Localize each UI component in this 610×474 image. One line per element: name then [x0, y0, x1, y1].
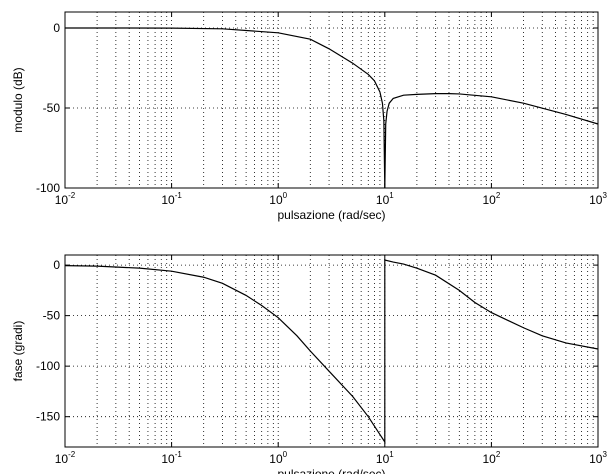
x-tick-label: 101 [376, 191, 394, 207]
y-tick-label: 0 [53, 21, 60, 35]
y-tick-label: 0 [53, 258, 60, 272]
y-tick-label: -150 [36, 410, 60, 424]
plot-frame [64, 254, 599, 448]
x-tick-label: 10-1 [161, 450, 182, 466]
series-line [65, 27, 599, 189]
y-tick-label: -100 [36, 181, 60, 195]
x-tick-label: 100 [269, 450, 287, 466]
x-tick-label: 103 [589, 450, 607, 466]
y-tick-label: -50 [43, 101, 61, 115]
x-tick-label: 100 [269, 191, 287, 207]
y-tick-label: -50 [43, 309, 61, 323]
x-tick-label: 10-1 [161, 191, 182, 207]
plot-frame [64, 11, 599, 189]
y-tick-label: -100 [36, 359, 60, 373]
x-tick-label: 10-2 [55, 450, 76, 466]
x-tick-label: 103 [589, 191, 607, 207]
x-tick-label: 10-2 [55, 191, 76, 207]
x-tick-label: 102 [482, 191, 500, 207]
phase-panel: 10-2 10-1 100 101 102 103 0 -50 -100 -150 pulsazio… [11, 254, 607, 474]
series-line [64, 259, 599, 444]
magnitude-panel: 10-2 10-1 100 101 102 103 0 -50 -100 pulsazione (… [11, 11, 607, 222]
x-tick-label: 101 [376, 450, 394, 466]
x-axis-label: pulsazione (rad/sec) [277, 467, 385, 474]
y-axis-label: fase (gradi) [11, 321, 25, 382]
x-axis-label: pulsazione (rad/sec) [277, 208, 385, 222]
y-axis-label: modulo (dB) [11, 67, 25, 132]
x-tick-label: 102 [482, 450, 500, 466]
